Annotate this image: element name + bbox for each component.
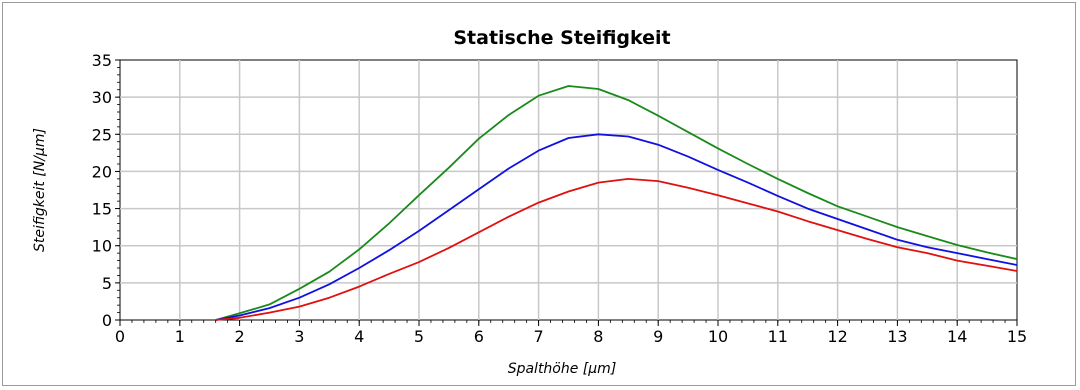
x-tick-label: 7 xyxy=(534,327,544,346)
x-tick-label: 15 xyxy=(1007,327,1027,346)
x-tick-label: 1 xyxy=(175,327,185,346)
series-line-1 xyxy=(215,85,1018,321)
y-tick-label: 30 xyxy=(92,88,112,107)
y-tick-label: 20 xyxy=(92,162,112,181)
x-tick-label: 11 xyxy=(768,327,788,346)
series-group xyxy=(215,85,1018,321)
x-tick-label: 6 xyxy=(474,327,484,346)
y-tick-label: 15 xyxy=(92,200,112,219)
x-tick-label: 4 xyxy=(354,327,364,346)
x-tick-label: 5 xyxy=(414,327,424,346)
x-tick-label: 2 xyxy=(235,327,245,346)
y-tick-label: 5 xyxy=(102,274,112,293)
plot-area xyxy=(119,59,1018,321)
y-tick-label: 10 xyxy=(92,237,112,256)
x-tick-label: 8 xyxy=(593,327,603,346)
series-line-3 xyxy=(215,177,1018,321)
y-axis-label: Steifigkeit [N/µm] xyxy=(32,128,48,252)
y-tick-label: 25 xyxy=(92,125,112,144)
x-tick-label: 10 xyxy=(708,327,728,346)
x-axis-label: Spalthöhe [µm] xyxy=(508,361,617,377)
x-tick-label: 13 xyxy=(887,327,907,346)
x-tick-label: 0 xyxy=(115,327,125,346)
y-tick-label: 0 xyxy=(102,311,112,330)
chart-title: Statische Steifigkeit xyxy=(453,27,670,49)
x-tick-label: 12 xyxy=(827,327,847,346)
x-tick-label: 3 xyxy=(294,327,304,346)
x-tick-label: 14 xyxy=(947,327,967,346)
y-tick-label: 35 xyxy=(92,51,112,70)
series-line-2 xyxy=(215,133,1018,321)
x-tick-label: 9 xyxy=(653,327,663,346)
grid xyxy=(120,60,1017,320)
